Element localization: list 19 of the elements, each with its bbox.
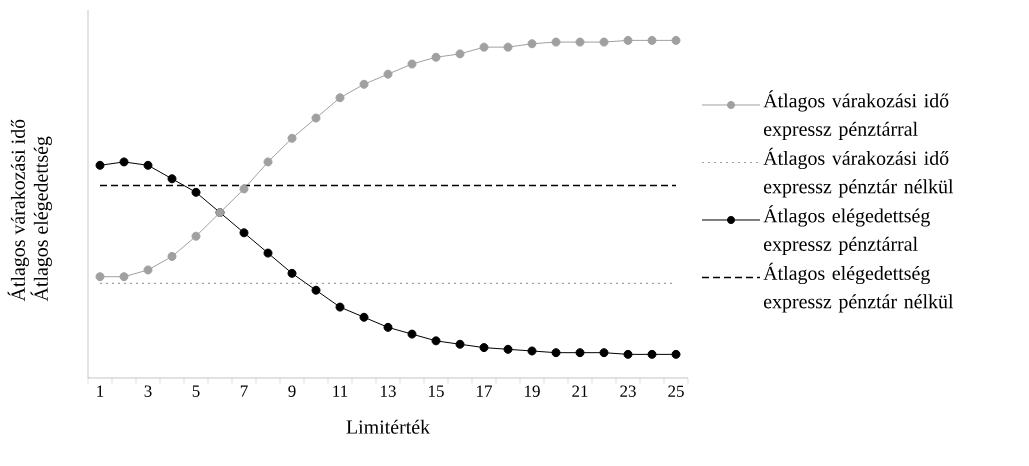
x-tick-label: 21: [572, 385, 588, 397]
x-tick-label: 7: [240, 385, 248, 397]
x-tick-label: 1: [97, 385, 104, 397]
x-tick-label: 5: [192, 385, 200, 397]
legend-label: Átlagos elégedettség expressz pénztárral: [763, 205, 930, 255]
legend-label: Átlagos elégedettség expressz pénztár nélkül: [763, 262, 954, 313]
x-tick-label: 15: [429, 385, 444, 397]
x-tick-label: 25: [668, 385, 684, 397]
x-axis-title: Limitérték: [346, 419, 431, 434]
x-tick-label: 3: [144, 385, 152, 397]
x-tick-label: 9: [288, 385, 296, 397]
x-tick-label: 11: [333, 385, 348, 397]
y-axis-title: Átlagos várakozási idő Átlagos elégedettség: [7, 119, 52, 302]
x-tick-label: 13: [381, 385, 396, 397]
x-tick-label: 17: [477, 385, 492, 397]
x-tick-label: 23: [620, 385, 636, 397]
legend-label: Átlagos várakozási idő expressz pénztárral: [763, 90, 949, 140]
x-tick-label: 19: [525, 385, 540, 397]
legend-label: Átlagos várakozási idő expressz pénztár nélkül: [763, 147, 954, 198]
